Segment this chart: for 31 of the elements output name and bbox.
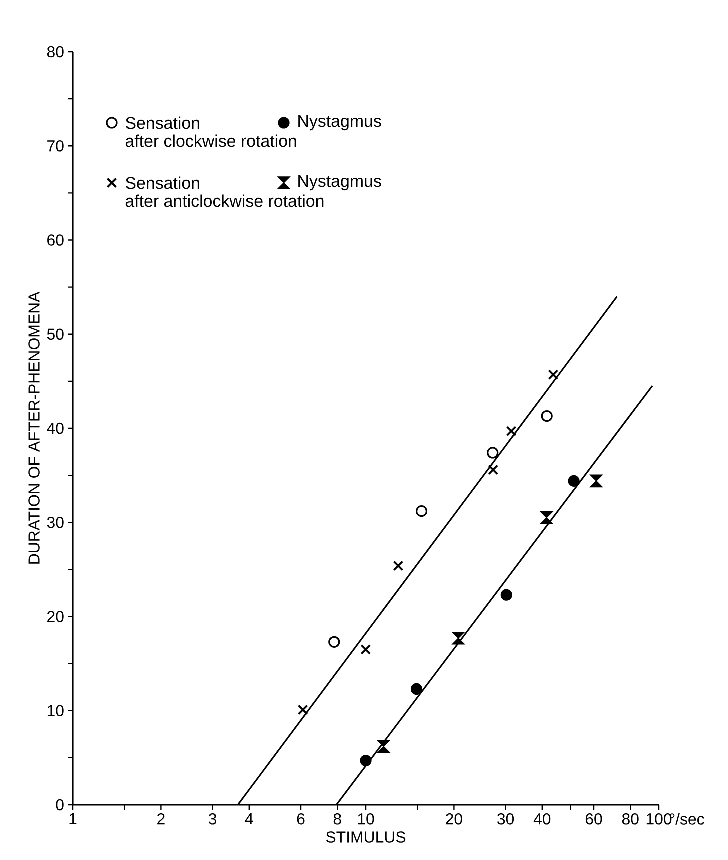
y-tick-label: 30: [47, 516, 64, 528]
x-tick-label: 3: [208, 814, 217, 825]
annotation: after clockwise rotation: [126, 134, 296, 148]
x-tick-label: 10: [358, 814, 374, 825]
y-tick-label: 10: [48, 705, 64, 717]
x-tick-label: 20: [446, 814, 462, 825]
y-tick-label: 80: [47, 46, 64, 58]
legend-label: Nystagmus: [298, 115, 382, 131]
x-tick-label: 30: [498, 814, 514, 825]
x-tick-label: 40: [534, 814, 551, 825]
y-tick-label: 0: [56, 799, 64, 811]
x-tick-label: 1: [70, 814, 77, 824]
y-tick-label: 40: [47, 422, 64, 434]
x-tick-label: 4: [245, 814, 254, 824]
x-axis-title: STIMULUS: [326, 832, 406, 843]
y-tick-label: 60: [48, 234, 64, 246]
text: °/sec: [670, 813, 704, 825]
x-tick-label: 80: [622, 814, 639, 825]
y-tick-label: 50: [47, 328, 64, 340]
y-axis-title: DURATION OF AFTER-PHENOMENA: [28, 292, 40, 564]
annotation: after anticlockwise rotation: [126, 194, 324, 208]
legend-label: Nystagmus: [298, 175, 382, 191]
legend-label: Sensation: [126, 176, 200, 190]
x-tick-label: 60: [586, 814, 602, 825]
y-tick-label: 70: [48, 140, 64, 152]
x-tick-label: 2: [158, 814, 165, 825]
x-tick-label: 100: [646, 814, 672, 825]
x-tick-label: 6: [297, 814, 305, 825]
legend-label: Sensation: [126, 116, 200, 130]
y-tick-label: 20: [48, 611, 64, 622]
x-tick-label: 8: [334, 814, 342, 825]
